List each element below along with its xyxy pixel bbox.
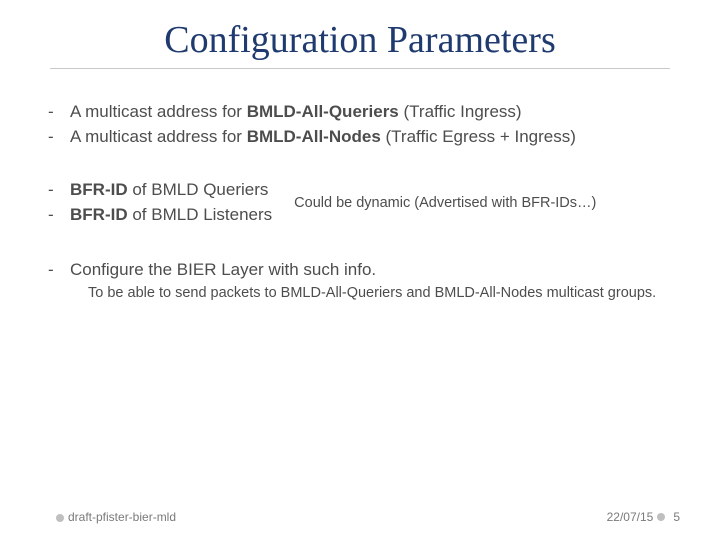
text-bold: BFR-ID [70, 205, 128, 224]
group-multicast-addresses: - A multicast address for BMLD-All-Queri… [48, 101, 680, 149]
dynamic-note: Could be dynamic (Advertised with BFR-ID… [272, 194, 596, 214]
footer-date: 22/07/15 [607, 510, 654, 524]
dash-bullet: - [48, 204, 70, 227]
dash-bullet: - [48, 101, 70, 124]
text-post: (Traffic Ingress) [399, 102, 522, 121]
slide: Configuration Parameters - A multicast a… [0, 0, 720, 540]
item-text: Configure the BIER Layer with such info. [70, 259, 680, 282]
dash-bullet: - [48, 179, 70, 202]
footer-left: draft-pfister-bier-mld [56, 510, 176, 524]
text-rest: of BMLD Queriers [128, 180, 269, 199]
text-pre: A multicast address for [70, 102, 247, 121]
footer-right: 22/07/15 5 [607, 510, 680, 524]
group-bfr-id: - BFR-ID of BMLD Queriers - BFR-ID of BM… [48, 179, 680, 229]
text-pre: A multicast address for [70, 127, 247, 146]
bullet-icon [56, 514, 64, 522]
footer-draft: draft-pfister-bier-mld [68, 510, 176, 524]
footer-page: 5 [673, 510, 680, 524]
text-bold: BMLD-All-Queriers [247, 102, 399, 121]
item-text: A multicast address for BMLD-All-Nodes (… [70, 126, 680, 149]
item-text: BFR-ID of BMLD Listeners [70, 204, 272, 227]
footer: draft-pfister-bier-mld 22/07/15 5 [0, 510, 720, 524]
item-text: A multicast address for BMLD-All-Querier… [70, 101, 680, 124]
slide-body: - A multicast address for BMLD-All-Queri… [0, 69, 720, 303]
list-item: - A multicast address for BMLD-All-Nodes… [48, 126, 680, 149]
sub-text: To be able to send packets to BMLD-All-Q… [48, 284, 680, 303]
list-item: - Configure the BIER Layer with such inf… [48, 259, 680, 282]
text-bold: BMLD-All-Nodes [247, 127, 381, 146]
list-item: - BFR-ID of BMLD Listeners [48, 204, 272, 227]
bfr-id-left: - BFR-ID of BMLD Queriers - BFR-ID of BM… [48, 179, 272, 229]
dash-bullet: - [48, 126, 70, 149]
list-item: - BFR-ID of BMLD Queriers [48, 179, 272, 202]
bullet-icon [657, 513, 665, 521]
text-bold: BFR-ID [70, 180, 128, 199]
list-item: - A multicast address for BMLD-All-Queri… [48, 101, 680, 124]
group-configure-bier: - Configure the BIER Layer with such inf… [48, 259, 680, 303]
text-rest: of BMLD Listeners [128, 205, 273, 224]
item-text: BFR-ID of BMLD Queriers [70, 179, 272, 202]
text-post: (Traffic Egress + Ingress) [381, 127, 576, 146]
page-title: Configuration Parameters [50, 0, 669, 69]
dash-bullet: - [48, 259, 70, 282]
